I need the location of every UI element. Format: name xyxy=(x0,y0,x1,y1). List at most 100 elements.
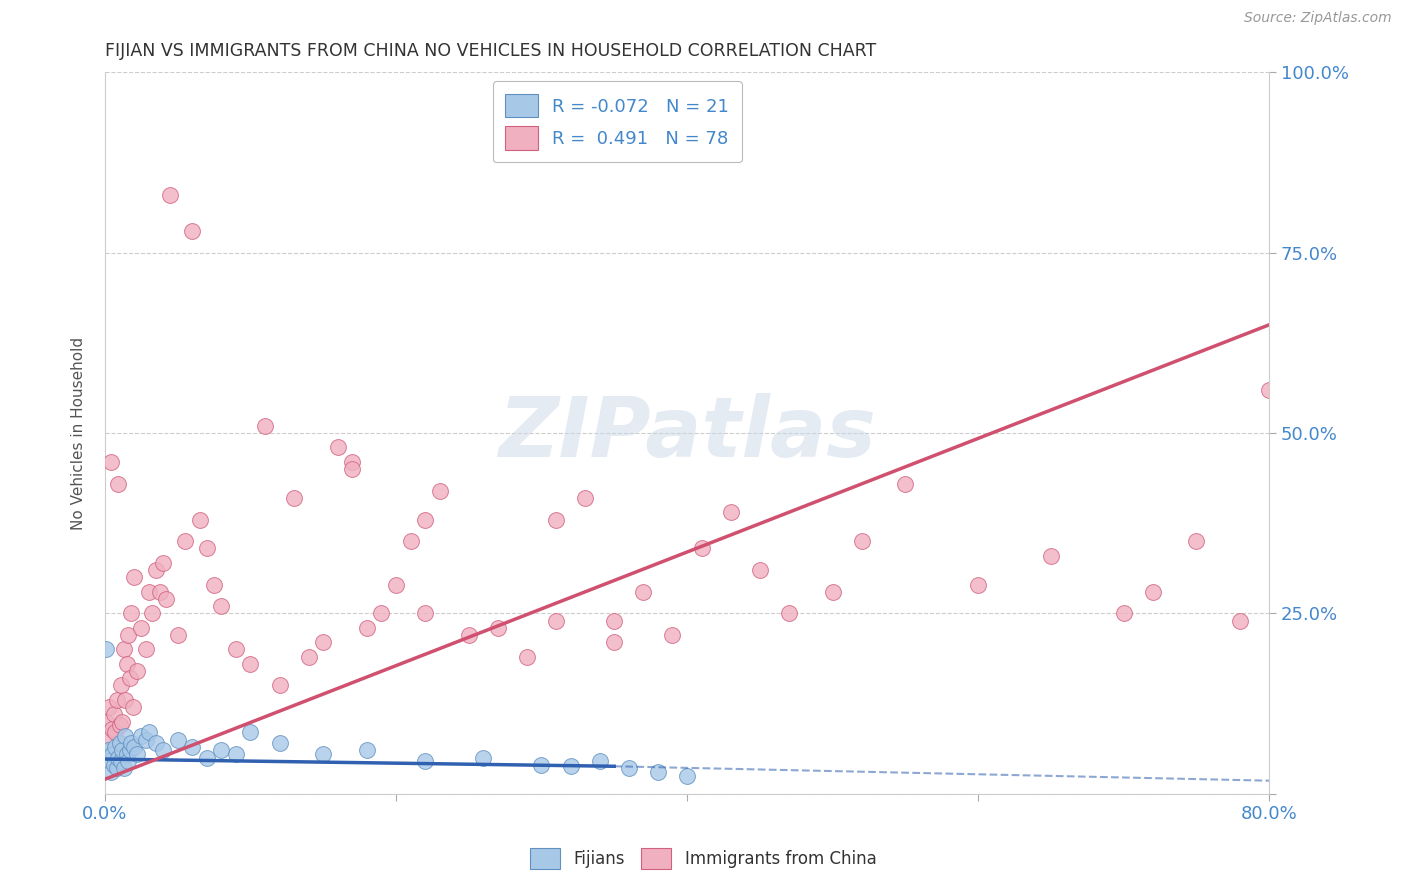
Point xyxy=(209,599,232,614)
Point xyxy=(312,747,335,761)
Point xyxy=(661,628,683,642)
Point xyxy=(125,664,148,678)
Point xyxy=(195,541,218,556)
Point xyxy=(516,649,538,664)
Point xyxy=(135,732,157,747)
Point xyxy=(159,188,181,202)
Point xyxy=(100,765,122,780)
Point xyxy=(647,765,669,780)
Point xyxy=(98,754,121,768)
Point xyxy=(1112,607,1135,621)
Point xyxy=(98,700,121,714)
Point xyxy=(574,491,596,505)
Point xyxy=(356,621,378,635)
Point xyxy=(1142,584,1164,599)
Point xyxy=(195,750,218,764)
Point xyxy=(145,563,167,577)
Point xyxy=(181,739,204,754)
Point xyxy=(104,725,127,739)
Point xyxy=(117,628,139,642)
Y-axis label: No Vehicles in Household: No Vehicles in Household xyxy=(72,336,86,530)
Point xyxy=(239,725,262,739)
Point xyxy=(112,761,135,775)
Point xyxy=(676,769,699,783)
Point xyxy=(103,757,125,772)
Point xyxy=(97,743,120,757)
Text: Source: ZipAtlas.com: Source: ZipAtlas.com xyxy=(1244,11,1392,25)
Point xyxy=(138,725,160,739)
Point xyxy=(125,747,148,761)
Point xyxy=(225,747,247,761)
Point xyxy=(633,584,655,599)
Point xyxy=(105,693,128,707)
Point xyxy=(544,513,567,527)
Point xyxy=(111,743,134,757)
Point xyxy=(1229,614,1251,628)
Point xyxy=(356,743,378,757)
Point xyxy=(121,700,143,714)
Point xyxy=(131,729,153,743)
Point xyxy=(108,736,131,750)
Point xyxy=(114,729,136,743)
Point xyxy=(312,635,335,649)
Point xyxy=(120,736,142,750)
Point xyxy=(152,743,174,757)
Point xyxy=(122,570,145,584)
Point xyxy=(181,224,204,238)
Point xyxy=(385,577,408,591)
Point xyxy=(209,743,232,757)
Point xyxy=(96,642,118,657)
Point xyxy=(560,759,582,773)
Text: FIJIAN VS IMMIGRANTS FROM CHINA NO VEHICLES IN HOUSEHOLD CORRELATION CHART: FIJIAN VS IMMIGRANTS FROM CHINA NO VEHIC… xyxy=(105,42,876,60)
Point xyxy=(202,577,225,591)
Point xyxy=(166,732,188,747)
Point xyxy=(269,736,291,750)
Point xyxy=(254,418,277,433)
Point xyxy=(107,476,129,491)
Point xyxy=(115,747,138,761)
Point xyxy=(110,754,132,768)
Point xyxy=(778,607,800,621)
Point xyxy=(225,642,247,657)
Point xyxy=(100,455,122,469)
Point xyxy=(141,607,163,621)
Point xyxy=(97,729,120,743)
Point xyxy=(112,642,135,657)
Text: ZIPatlas: ZIPatlas xyxy=(498,392,876,474)
Point xyxy=(122,739,145,754)
Point xyxy=(111,714,134,729)
Point xyxy=(110,678,132,692)
Point xyxy=(851,534,873,549)
Legend: Fijians, Immigrants from China: Fijians, Immigrants from China xyxy=(520,838,886,880)
Point xyxy=(120,607,142,621)
Legend: R = -0.072   N = 21, R =  0.491   N = 78: R = -0.072 N = 21, R = 0.491 N = 78 xyxy=(492,81,742,162)
Point xyxy=(138,584,160,599)
Point xyxy=(166,628,188,642)
Point xyxy=(530,757,553,772)
Point xyxy=(486,621,509,635)
Point xyxy=(544,614,567,628)
Point xyxy=(326,441,349,455)
Point xyxy=(108,718,131,732)
Point xyxy=(117,754,139,768)
Point xyxy=(298,649,321,664)
Point xyxy=(283,491,305,505)
Point xyxy=(135,642,157,657)
Point xyxy=(370,607,392,621)
Point xyxy=(399,534,422,549)
Point xyxy=(1185,534,1208,549)
Point xyxy=(342,455,364,469)
Point xyxy=(188,513,211,527)
Point xyxy=(118,743,141,757)
Point xyxy=(472,750,495,764)
Point xyxy=(149,584,172,599)
Point xyxy=(457,628,479,642)
Point xyxy=(429,483,451,498)
Point xyxy=(101,722,124,736)
Point xyxy=(589,754,612,768)
Point xyxy=(748,563,770,577)
Point xyxy=(96,714,118,729)
Point xyxy=(118,671,141,685)
Point xyxy=(967,577,990,591)
Point xyxy=(115,657,138,671)
